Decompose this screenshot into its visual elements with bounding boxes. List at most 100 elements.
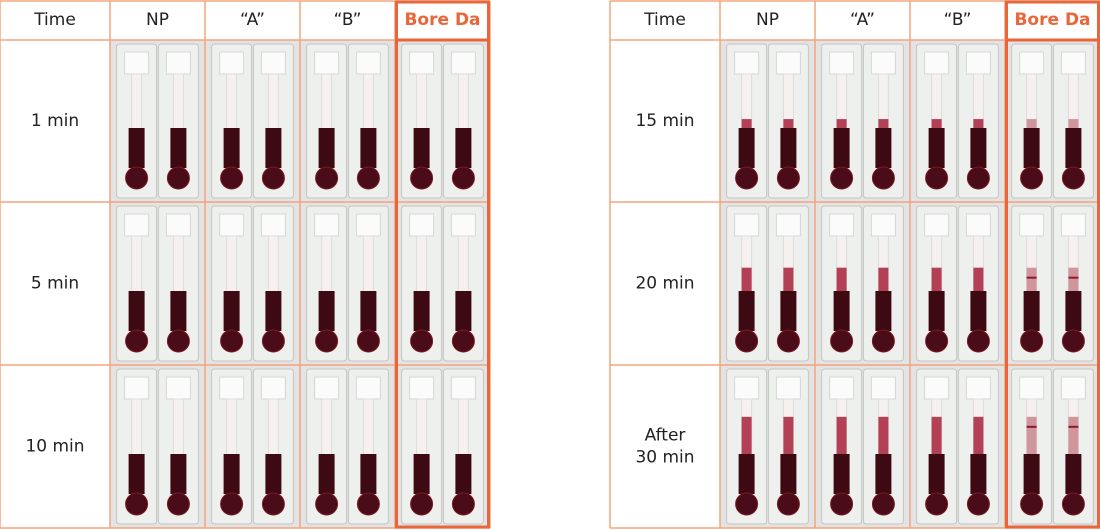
sample-pad	[410, 329, 434, 353]
sample-pad	[356, 166, 380, 190]
cassette-cap	[409, 213, 435, 237]
cassette-cap	[314, 213, 340, 237]
sample-well	[360, 454, 377, 494]
sample-well	[1023, 454, 1040, 494]
column-header: NP	[146, 10, 169, 30]
sample-well	[970, 128, 987, 168]
cassette-cap	[734, 51, 760, 75]
brand-header: Bore Da	[404, 10, 480, 30]
sample-well	[1023, 128, 1040, 168]
sample-pad	[966, 329, 990, 353]
cassette-cap	[314, 51, 340, 75]
cassette-cap	[355, 213, 381, 237]
time-label: 1 min	[31, 111, 79, 131]
sample-well	[738, 128, 755, 168]
cassette-cap	[124, 376, 150, 400]
sample-well	[875, 128, 892, 168]
cassette-cap	[450, 376, 476, 400]
cassette-cap	[734, 376, 760, 400]
sample-well	[360, 128, 377, 168]
sample-well	[318, 454, 335, 494]
sample-pad	[356, 329, 380, 353]
sample-pad	[451, 492, 475, 516]
sample-pad	[776, 329, 800, 353]
sample-pad	[261, 166, 285, 190]
sample-well	[318, 128, 335, 168]
sample-pad	[125, 329, 149, 353]
cassette-cap	[1019, 376, 1045, 400]
sample-well	[128, 454, 145, 494]
sample-pad	[166, 166, 190, 190]
sample-pad	[315, 329, 339, 353]
sample-pad	[830, 166, 854, 190]
cassette-cap	[219, 51, 245, 75]
cassette-cap	[775, 51, 801, 75]
sample-pad	[966, 492, 990, 516]
cassette-cap	[219, 213, 245, 237]
brand-column-frame	[1005, 0, 1100, 529]
time-label: 5 min	[31, 274, 79, 294]
sample-pad	[1061, 166, 1085, 190]
cassette-cap	[870, 213, 896, 237]
sample-pad	[925, 329, 949, 353]
cassette-cap	[1060, 213, 1086, 237]
sample-pad	[1020, 329, 1044, 353]
sample-well	[780, 454, 797, 494]
cassette-cap	[775, 376, 801, 400]
cassette-cap	[829, 213, 855, 237]
sample-pad	[1020, 492, 1044, 516]
sample-well	[1065, 291, 1082, 331]
cassette-cap	[409, 376, 435, 400]
sample-pad	[220, 329, 244, 353]
cassette-cap	[260, 376, 286, 400]
cassette-cap	[1060, 51, 1086, 75]
sample-pad	[315, 492, 339, 516]
sample-pad	[925, 166, 949, 190]
sample-well	[360, 291, 377, 331]
sample-pad	[1020, 166, 1044, 190]
sample-well	[128, 291, 145, 331]
cassette-cap	[260, 213, 286, 237]
sample-pad	[735, 166, 759, 190]
sample-well	[413, 454, 430, 494]
sample-well	[833, 128, 850, 168]
sample-well	[265, 291, 282, 331]
brand-header: Bore Da	[1014, 10, 1090, 30]
cassette-cap	[965, 51, 991, 75]
sample-pad	[966, 166, 990, 190]
sample-pad	[451, 166, 475, 190]
sample-well	[738, 291, 755, 331]
sample-pad	[261, 329, 285, 353]
sample-well	[875, 454, 892, 494]
cassette-cap	[1060, 376, 1086, 400]
sample-pad	[125, 166, 149, 190]
column-header: “A”	[240, 10, 265, 30]
sample-pad	[166, 492, 190, 516]
cassette-cap	[165, 213, 191, 237]
sample-well	[1023, 291, 1040, 331]
brand-column-frame	[395, 0, 490, 529]
sample-well	[170, 128, 187, 168]
sample-well	[455, 291, 472, 331]
sample-pad	[871, 492, 895, 516]
sample-pad	[830, 329, 854, 353]
sample-pad	[356, 492, 380, 516]
sample-well	[128, 128, 145, 168]
sample-pad	[261, 492, 285, 516]
sample-pad	[166, 329, 190, 353]
time-label: 20 min	[635, 274, 694, 294]
cassette-cap	[1019, 213, 1045, 237]
cassette-cap	[219, 376, 245, 400]
sample-well	[833, 454, 850, 494]
sample-well	[265, 128, 282, 168]
sample-well	[738, 454, 755, 494]
cassette-cap	[124, 213, 150, 237]
sample-pad	[220, 166, 244, 190]
sample-well	[928, 454, 945, 494]
sample-well	[833, 291, 850, 331]
cassette-cap	[409, 51, 435, 75]
cassette-cap	[734, 213, 760, 237]
time-label: 10 min	[25, 437, 84, 457]
sample-pad	[1061, 492, 1085, 516]
